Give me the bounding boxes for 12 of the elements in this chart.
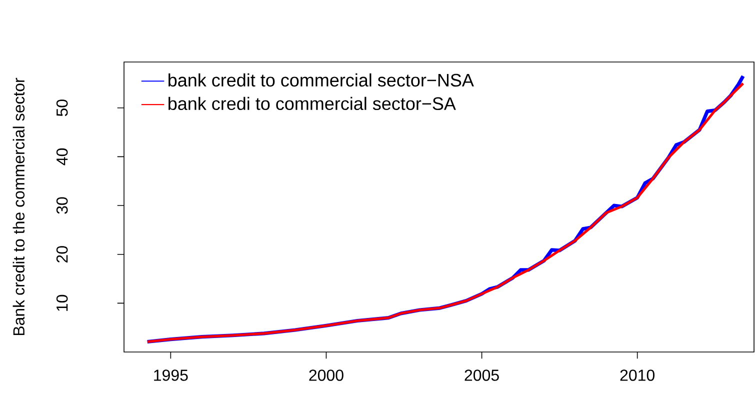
y-tick-label: 10	[56, 294, 68, 311]
y-tick-label: 30	[56, 197, 68, 214]
x-tick-label: 1995	[154, 370, 188, 381]
y-tick-label: 20	[56, 246, 68, 262]
y-axis-title: Bank credit to the commercial sector	[12, 78, 25, 336]
legend-label: bank credi to commercial sector−SA	[168, 96, 456, 110]
x-tick-label: 2010	[620, 370, 655, 381]
y-tick-label: 40	[56, 148, 68, 166]
x-tick-label: 2000	[309, 370, 344, 381]
legend-label: bank credit to commercial sector−NSA	[168, 73, 474, 87]
x-tick-label: 2005	[464, 370, 499, 381]
y-tick-label: 50	[56, 100, 68, 116]
